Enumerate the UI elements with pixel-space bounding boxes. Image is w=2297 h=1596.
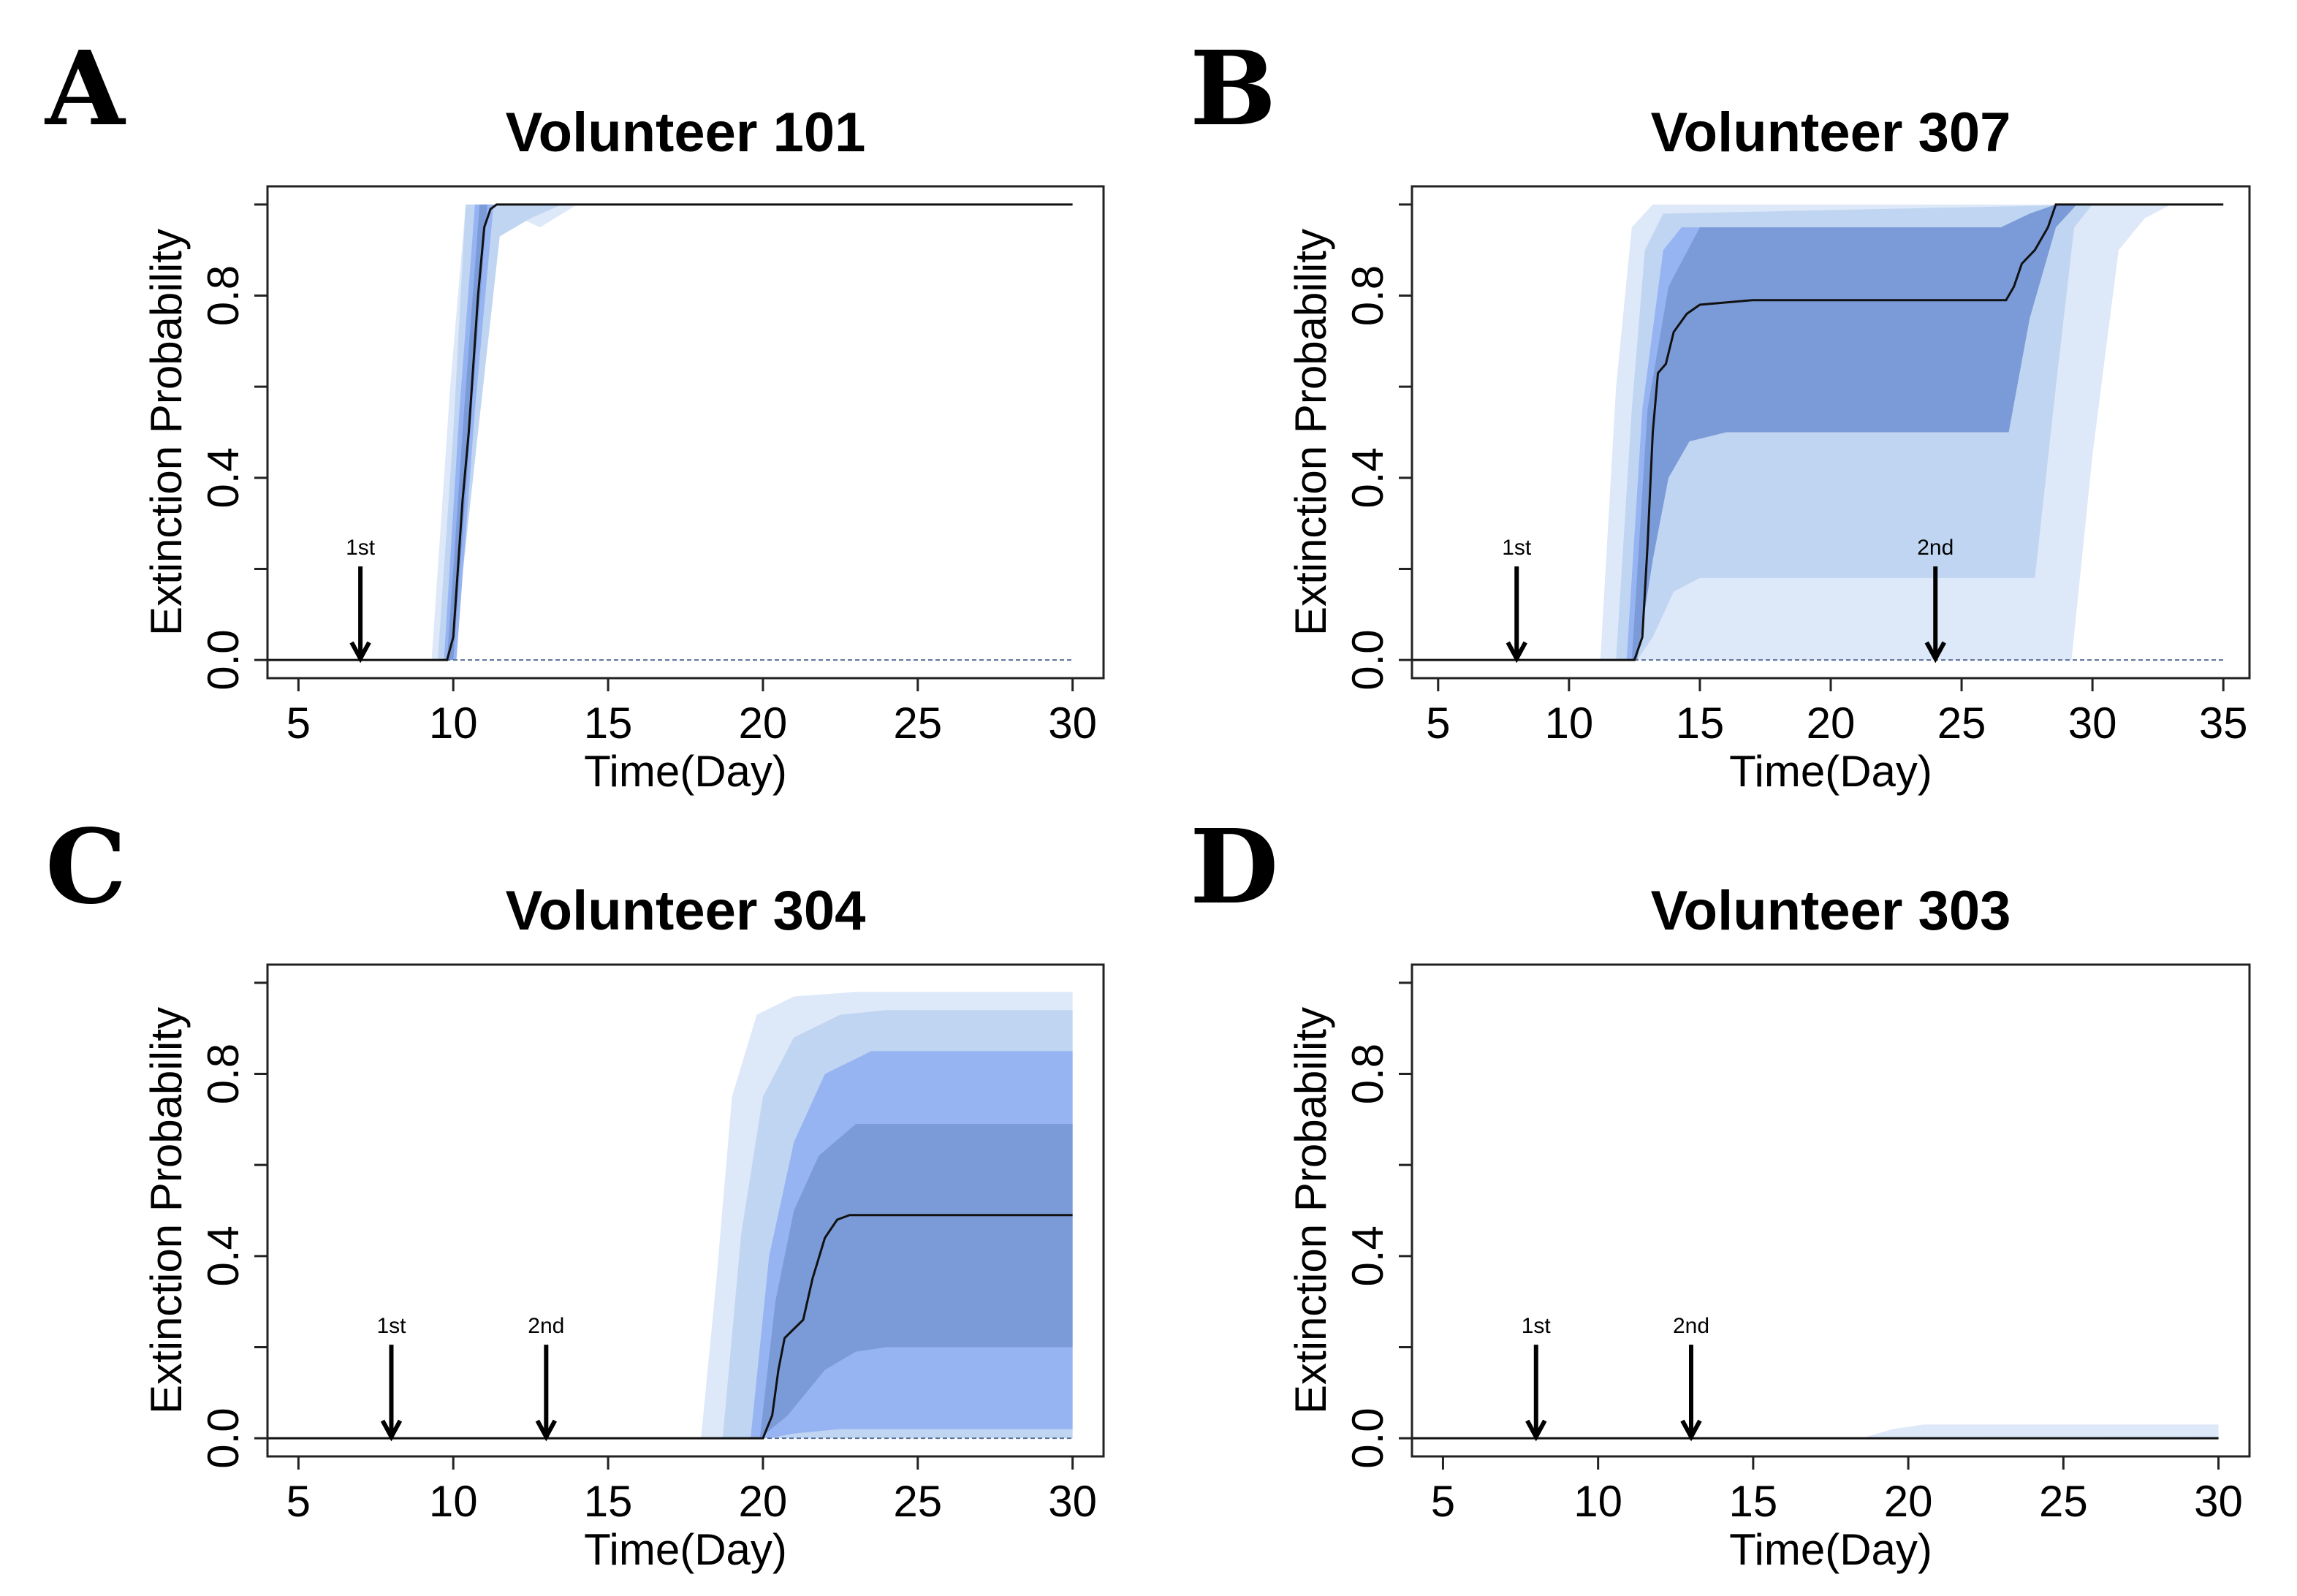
dose-arrow: 2nd [1917, 536, 1954, 664]
x-tick-label: 35 [2199, 699, 2248, 748]
x-tick-label: 30 [1048, 699, 1097, 748]
x-tick-label: 25 [1937, 699, 1986, 748]
dose-arrow-label: 2nd [528, 1314, 564, 1338]
x-tick-label: 25 [893, 1477, 942, 1526]
x-tick-label: 5 [1426, 699, 1450, 748]
panel-a: A Volunteer 101 5 10 15 20 25 30 0.0 0.8 0.4 Time(D… [44, 29, 1105, 796]
panel-title: Volunteer 101 [506, 102, 866, 164]
plot-frame [1411, 963, 2251, 1458]
y-tick-label: 0.4 [1343, 447, 1392, 508]
confidence-band-1 [267, 204, 1073, 661]
x-tick-label: 20 [739, 1477, 788, 1526]
y-tick-label: 0.4 [199, 1226, 248, 1286]
y-axis-label: Extinction Probability [142, 229, 191, 636]
panel-letter: A [44, 29, 126, 149]
dose-arrow: 2nd [1673, 1314, 1709, 1442]
panel-title: Volunteer 307 [1651, 102, 2011, 164]
panel-letter: B [1190, 29, 1276, 149]
arrow-head-icon [535, 1419, 557, 1442]
arrow-head-icon [1924, 641, 1946, 664]
dose-arrow-label: 2nd [1917, 536, 1954, 560]
dose-arrow: 1st [1502, 536, 1532, 664]
confidence-band-4 [267, 1124, 1073, 1439]
arrow-head-icon [1680, 1419, 1702, 1442]
arrow-head-icon [1506, 641, 1527, 664]
arrow-head-icon [349, 641, 371, 664]
x-tick-label: 30 [2194, 1477, 2243, 1526]
panel-letter: C [45, 808, 126, 927]
y-axis-label: Extinction Probability [1286, 1007, 1335, 1414]
x-tick-label: 15 [1676, 699, 1725, 748]
x-tick-label: 30 [2068, 699, 2117, 748]
y-tick-label: 0.0 [1343, 1407, 1392, 1468]
x-tick-label: 5 [1431, 1477, 1455, 1526]
dose-arrow: 2nd [528, 1314, 564, 1442]
x-tick-label: 10 [1545, 699, 1594, 748]
y-tick-label: 0.4 [1343, 1226, 1392, 1286]
panel-title: Volunteer 303 [1651, 880, 2011, 942]
arrow-head-icon [1525, 1419, 1547, 1442]
y-tick-label: 0.8 [199, 265, 248, 326]
y-tick-label: 0.8 [1343, 265, 1392, 326]
x-tick-label: 5 [286, 699, 311, 748]
dose-arrow-label: 1st [346, 536, 376, 560]
plot-frame [266, 185, 1105, 680]
x-axis-label: Time(Day) [1729, 747, 1932, 796]
confidence-band-4 [1412, 204, 2224, 661]
y-axis-label: Extinction Probability [1286, 229, 1335, 636]
y-tick-label: 0.0 [199, 1407, 248, 1468]
x-axis-label: Time(Day) [1729, 1525, 1932, 1574]
panel-title: Volunteer 304 [506, 880, 866, 942]
y-tick-label: 0.8 [199, 1044, 248, 1104]
x-tick-label: 10 [1573, 1477, 1622, 1526]
panel-letter: D [1190, 808, 1278, 927]
median-line [1412, 203, 2224, 661]
x-tick-label: 25 [2039, 1477, 2088, 1526]
confidence-band-1 [1412, 1424, 2219, 1439]
x-tick-label: 30 [1048, 1477, 1097, 1526]
dose-arrow: 1st [346, 536, 376, 664]
median-line [267, 1214, 1073, 1440]
x-axis-label: Time(Day) [584, 1525, 787, 1574]
x-tick-label: 20 [739, 699, 788, 748]
x-tick-label: 10 [429, 699, 478, 748]
dose-arrow-label: 1st [1502, 536, 1532, 560]
y-axis-label: Extinction Probability [142, 1007, 191, 1414]
x-tick-label: 15 [584, 699, 633, 748]
confidence-band-2 [267, 204, 1073, 661]
panel-b: B Volunteer 307 5 10 15 20 25 30 35 0.0 0.8 0.4 Time… [1190, 29, 2251, 796]
dose-arrow: 1st [376, 1314, 406, 1442]
y-tick-label: 0.0 [1343, 629, 1392, 690]
y-tick-label: 0.0 [199, 629, 248, 690]
dose-arrow: 1st [1522, 1314, 1552, 1442]
x-tick-label: 15 [584, 1477, 633, 1526]
median-line [267, 203, 1073, 661]
plot-frame [266, 963, 1105, 1458]
panel-c: C Volunteer 304 5 10 15 20 25 30 0.0 0.8 0.4 Time(D… [45, 808, 1105, 1574]
x-tick-label: 20 [1807, 699, 1856, 748]
x-tick-label: 5 [286, 1477, 311, 1526]
x-tick-label: 15 [1729, 1477, 1778, 1526]
y-tick-label: 0.8 [1343, 1044, 1392, 1104]
confidence-band-4 [267, 204, 1073, 661]
dose-arrow-label: 1st [376, 1314, 406, 1338]
x-axis-label: Time(Day) [584, 747, 787, 796]
dose-arrow-label: 2nd [1673, 1314, 1709, 1338]
arrow-head-icon [380, 1419, 403, 1442]
confidence-band-3 [267, 204, 1073, 661]
y-tick-label: 0.4 [199, 447, 248, 508]
x-tick-label: 20 [1884, 1477, 1933, 1526]
x-tick-label: 10 [429, 1477, 478, 1526]
dose-arrow-label: 1st [1522, 1314, 1552, 1338]
x-tick-label: 25 [893, 699, 942, 748]
panel-d: D Volunteer 303 5 10 15 20 25 30 0.0 0.8 0.4 Time(D… [1190, 808, 2251, 1574]
